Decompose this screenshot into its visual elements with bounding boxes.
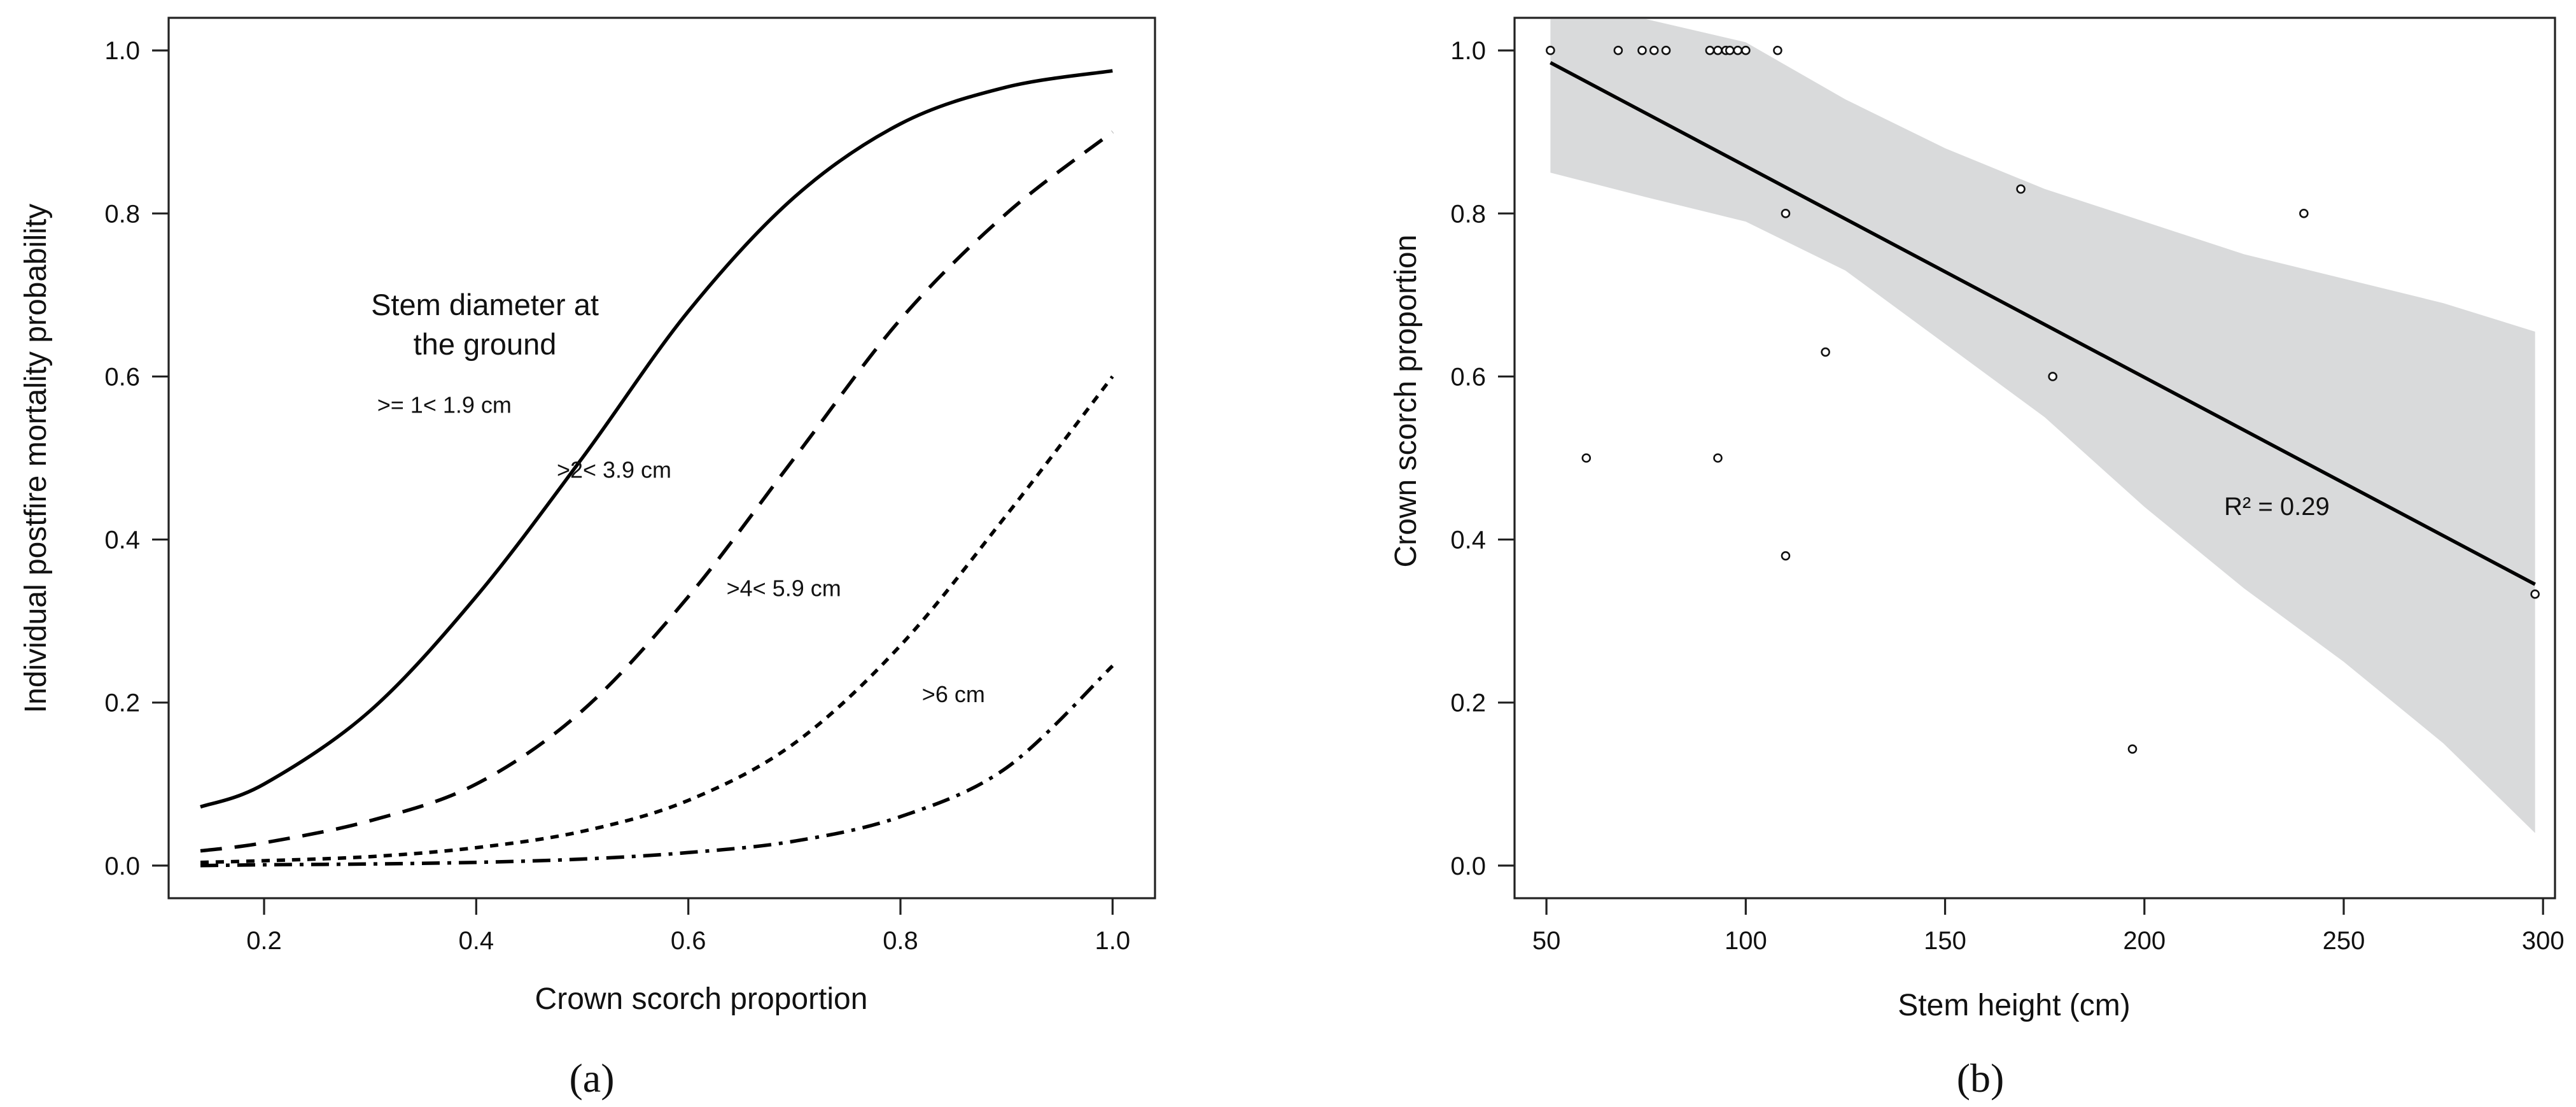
- chart-a-ytick-label: 1.0: [104, 37, 140, 65]
- chart-b-panel-label: (b): [1957, 1055, 2005, 1101]
- chart-a-axes: 0.2 0.4 0.6 0.8 1.0 0.0 0.2 0.4 0.6 0.8 1.0: [104, 37, 1130, 955]
- chart-a-panel-label: (a): [569, 1055, 614, 1101]
- chart-b-confidence-band: [1550, 19, 2535, 833]
- chart-a-ytick-label: 0.4: [104, 526, 140, 554]
- chart-a-xtick-label: 1.0: [1095, 927, 1131, 955]
- chart-b-point-22: [2530, 589, 2540, 599]
- chart-a-series-line-3: [200, 375, 1114, 864]
- chart-b-point-9: [1725, 45, 1735, 55]
- chart-a-series-line-2: [200, 130, 1114, 853]
- chart-b-xlabel: Stem height (cm): [1898, 989, 2130, 1022]
- chart-a-series-line-4: [200, 665, 1114, 868]
- chart-a-ytick-label: 0.0: [104, 852, 140, 880]
- chart-a-legend-title-line2: the ground: [414, 327, 557, 361]
- chart-b-point-7: [1713, 45, 1723, 55]
- chart-a-series-label-1: >= 1< 1.9 cm: [377, 391, 512, 418]
- chart-b-regression-line: [1550, 61, 2536, 586]
- chart-b-r2-label: R² = 0.29: [2224, 493, 2330, 521]
- chart-b-point-13: [1781, 209, 1791, 218]
- chart-a-frame: [167, 17, 1156, 899]
- chart-a-xtick-label: 0.2: [246, 927, 282, 955]
- chart-b-axes: 50 100 150 200 250 300 0.0 0.2 0.4 0.6 0.8 1.0: [1450, 37, 2564, 955]
- chart-b-point-10: [1733, 45, 1743, 55]
- chart-a-ytick-label: 0.2: [104, 689, 140, 717]
- chart-b-xtick-label: 150: [1924, 927, 1966, 955]
- chart-b-xtick-label: 200: [2123, 927, 2166, 955]
- chart-b-frame: [1513, 17, 2556, 899]
- chart-b-point-11: [1741, 45, 1751, 55]
- chart-b-point-17: [1821, 347, 1830, 357]
- chart-b-point-12: [1773, 45, 1782, 55]
- chart-b-point-20: [2127, 744, 2138, 754]
- chart-b-point-19: [2048, 372, 2057, 381]
- chart-b-xtick-label: 250: [2323, 927, 2365, 955]
- chart-b-ytick-label: 1.0: [1450, 37, 1486, 65]
- chart-b-ytick-label: 0.0: [1450, 852, 1486, 880]
- chart-b-point-18: [2016, 184, 2026, 194]
- chart-a-series-label-2: >2< 3.9 cm: [557, 457, 671, 483]
- chart-b-point-5: [1661, 45, 1671, 55]
- chart-b-ytick-label: 0.4: [1450, 526, 1486, 554]
- chart-a-annotations: >= 1< 1.9 cm >2< 3.9 cm >4< 5.9 cm >6 cm: [377, 391, 985, 707]
- chart-b-xtick-label: 300: [2522, 927, 2565, 955]
- chart-b-xtick-label: 50: [1532, 927, 1561, 955]
- chart-a-series-label-3: >4< 5.9 cm: [727, 575, 841, 601]
- chart-b-point-16: [1781, 551, 1791, 561]
- chart-a-xtick-label: 0.4: [459, 927, 494, 955]
- chart-a: 0.2 0.4 0.6 0.8 1.0 0.0 0.2 0.4 0.6 0.8 1.0 >= 1< …: [19, 17, 1156, 1101]
- chart-b-point-2: [1613, 45, 1623, 55]
- chart-b-point-15: [1713, 453, 1723, 463]
- chart-a-series-line-1: [200, 69, 1113, 809]
- chart-b-point-1: [1546, 45, 1555, 55]
- chart-b-points: [1546, 45, 2540, 754]
- chart-b-ytick-label: 0.2: [1450, 689, 1486, 717]
- chart-a-legend-title-line1: Stem diameter at: [371, 288, 599, 321]
- chart-a-series: [200, 69, 1114, 868]
- chart-b-ytick-label: 0.6: [1450, 363, 1486, 391]
- chart-b-band-area: [1550, 19, 2535, 833]
- chart-b-point-6: [1705, 45, 1715, 55]
- chart-b-point-4: [1649, 45, 1659, 55]
- chart-a-xtick-label: 0.8: [883, 927, 918, 955]
- chart-a-xlabel: Crown scorch proportion: [535, 982, 868, 1016]
- chart-a-ytick-label: 0.6: [104, 363, 140, 391]
- chart-b-fit: [1550, 61, 2536, 586]
- chart-b-point-21: [2299, 209, 2309, 218]
- chart-a-ylabel: Individual postfire mortality probabilit…: [19, 204, 53, 713]
- chart-b-xtick-label: 100: [1725, 927, 1767, 955]
- chart-b-point-3: [1637, 45, 1647, 55]
- chart-a-xtick-label: 0.6: [671, 927, 706, 955]
- chart-b-ytick-label: 0.8: [1450, 200, 1486, 228]
- chart-b: 50 100 150 200 250 300 0.0 0.2 0.4 0.6 0.8 1.0 R² =…: [1389, 17, 2565, 1101]
- chart-b-ylabel: Crown scorch proportion: [1389, 235, 1423, 568]
- chart-b-point-14: [1581, 453, 1592, 463]
- chart-a-series-label-4: >6 cm: [922, 681, 985, 707]
- chart-a-ytick-label: 0.8: [104, 200, 140, 228]
